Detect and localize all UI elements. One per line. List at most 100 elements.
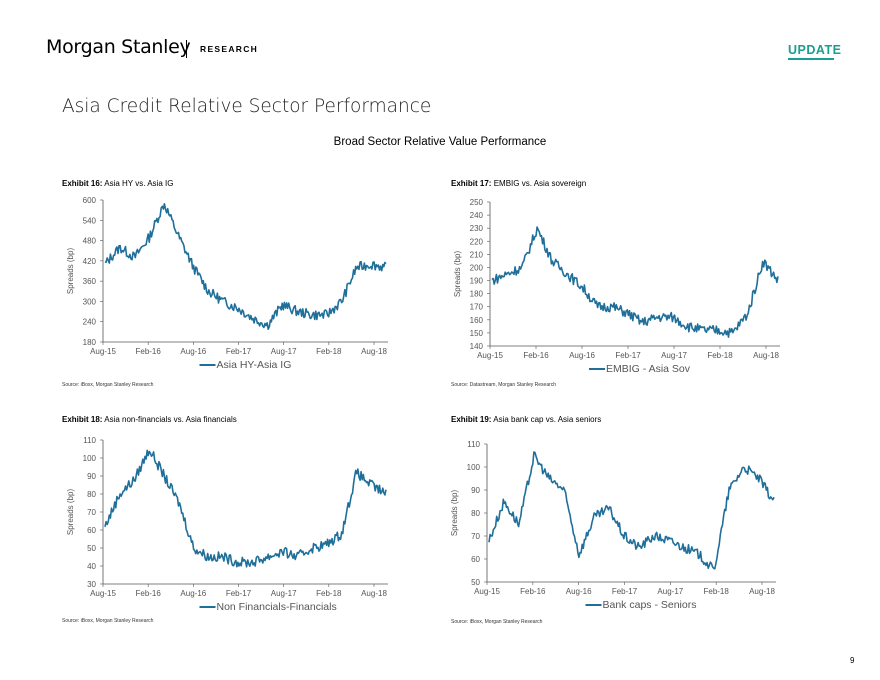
x-tick-label: Aug-15 (477, 351, 503, 360)
y-axis-label: Spreads (bp) (453, 251, 462, 298)
y-tick-label: 200 (470, 263, 484, 272)
exhibit-label: Exhibit 18: (62, 415, 103, 424)
legend-label: Non Financials-Financials (217, 601, 337, 613)
x-tick-label: Feb-16 (520, 587, 546, 596)
y-tick-label: 250 (470, 198, 484, 207)
y-tick-label: 170 (470, 303, 484, 312)
x-tick-label: Aug-15 (90, 347, 116, 356)
y-tick-label: 100 (467, 463, 481, 472)
exhibit-17-caption: Exhibit 17: EMBIG vs. Asia sovereign (451, 179, 586, 188)
exhibit-16-caption: Exhibit 16: Asia HY vs. Asia IG (62, 179, 173, 188)
y-tick-label: 360 (83, 277, 97, 286)
y-tick-label: 210 (470, 250, 484, 259)
y-tick-label: 80 (87, 490, 96, 499)
y-tick-label: 600 (83, 196, 97, 205)
legend-label: Asia HY-Asia IG (217, 359, 292, 371)
x-tick-label: Aug-17 (271, 347, 297, 356)
series-line (488, 451, 775, 570)
x-tick-label: Aug-15 (474, 587, 500, 596)
source-note: Source: iBoxx, Morgan Stanley Research (62, 382, 154, 388)
x-tick-label: Aug-17 (271, 589, 297, 598)
x-tick-label: Aug-15 (90, 589, 116, 598)
y-tick-label: 140 (470, 342, 484, 351)
x-tick-label: Feb-17 (226, 589, 252, 598)
x-tick-label: Feb-18 (316, 589, 342, 598)
x-tick-label: Aug-17 (657, 587, 683, 596)
x-tick-label: Aug-16 (180, 589, 206, 598)
y-tick-label: 110 (83, 436, 96, 445)
y-tick-label: 50 (471, 578, 480, 587)
x-tick-label: Feb-17 (615, 351, 641, 360)
exhibit-title: Asia non-financials vs. Asia financials (104, 415, 237, 424)
x-tick-label: Feb-16 (135, 589, 161, 598)
exhibit-label: Exhibit 19: (451, 415, 492, 424)
x-tick-label: Feb-17 (612, 587, 638, 596)
y-tick-label: 90 (471, 486, 480, 495)
y-tick-label: 220 (470, 237, 484, 246)
y-tick-label: 70 (87, 508, 96, 517)
header-divider (186, 40, 187, 58)
exhibit-label: Exhibit 17: (451, 179, 492, 188)
source-note: Source: iBoxx, Morgan Stanley Research (451, 619, 543, 625)
series-line (104, 203, 387, 331)
y-tick-label: 70 (471, 532, 480, 541)
y-tick-label: 90 (87, 472, 96, 481)
y-tick-label: 300 (83, 297, 97, 306)
x-tick-label: Aug-17 (661, 351, 687, 360)
x-tick-label: Feb-16 (135, 347, 161, 356)
y-tick-label: 420 (83, 257, 97, 266)
x-tick-label: Aug-16 (566, 587, 592, 596)
y-tick-label: 190 (470, 277, 484, 286)
update-underline (788, 58, 834, 60)
y-axis-label: Spreads (bp) (450, 490, 459, 537)
y-tick-label: 50 (87, 544, 96, 553)
y-tick-label: 540 (83, 216, 97, 225)
y-tick-label: 40 (87, 562, 96, 571)
x-tick-label: Aug-18 (361, 347, 387, 356)
x-tick-label: Aug-18 (361, 589, 387, 598)
legend-label: EMBIG - Asia Sov (606, 363, 691, 375)
exhibit-title: Asia bank cap vs. Asia seniors (493, 415, 602, 424)
y-axis-label: Spreads (bp) (66, 248, 75, 295)
x-tick-label: Feb-17 (226, 347, 252, 356)
y-tick-label: 60 (471, 555, 480, 564)
source-note: Source: iBoxx, Morgan Stanley Research (62, 618, 154, 624)
x-tick-label: Feb-16 (523, 351, 549, 360)
x-tick-label: Feb-18 (707, 351, 733, 360)
y-tick-label: 240 (83, 318, 97, 327)
y-tick-label: 60 (87, 526, 96, 535)
page-number: 9 (850, 656, 855, 665)
x-tick-label: Feb-18 (703, 587, 729, 596)
series-line (491, 226, 779, 338)
x-tick-label: Aug-16 (569, 351, 595, 360)
brand-logo: Morgan Stanley (46, 36, 191, 58)
page-title: Asia Credit Relative Sector Performance (62, 96, 432, 117)
y-axis-label: Spreads (bp) (66, 489, 75, 536)
exhibit-title: EMBIG vs. Asia sovereign (493, 179, 587, 188)
x-tick-label: Aug-18 (753, 351, 779, 360)
y-tick-label: 160 (470, 316, 484, 325)
x-tick-label: Aug-16 (180, 347, 206, 356)
y-tick-label: 180 (470, 290, 484, 299)
y-tick-label: 180 (83, 338, 97, 347)
section-label: RESEARCH (200, 44, 259, 54)
y-tick-label: 480 (83, 237, 97, 246)
legend-label: Bank caps - Seniors (603, 599, 697, 611)
x-tick-label: Feb-18 (316, 347, 342, 356)
page-subtitle: Broad Sector Relative Value Performance (333, 136, 547, 148)
exhibit-label: Exhibit 16: (62, 179, 103, 188)
y-tick-label: 240 (470, 211, 484, 220)
series-line (104, 449, 387, 568)
y-tick-label: 100 (83, 454, 97, 463)
exhibit-19-caption: Exhibit 19: Asia bank cap vs. Asia senio… (451, 415, 601, 424)
y-tick-label: 30 (87, 580, 96, 589)
y-tick-label: 80 (471, 509, 480, 518)
y-tick-label: 110 (467, 440, 480, 449)
y-tick-label: 150 (470, 329, 484, 338)
exhibit-title: Asia HY vs. Asia IG (104, 179, 174, 188)
source-note: Source: Datastream, Morgan Stanley Resea… (451, 382, 557, 388)
